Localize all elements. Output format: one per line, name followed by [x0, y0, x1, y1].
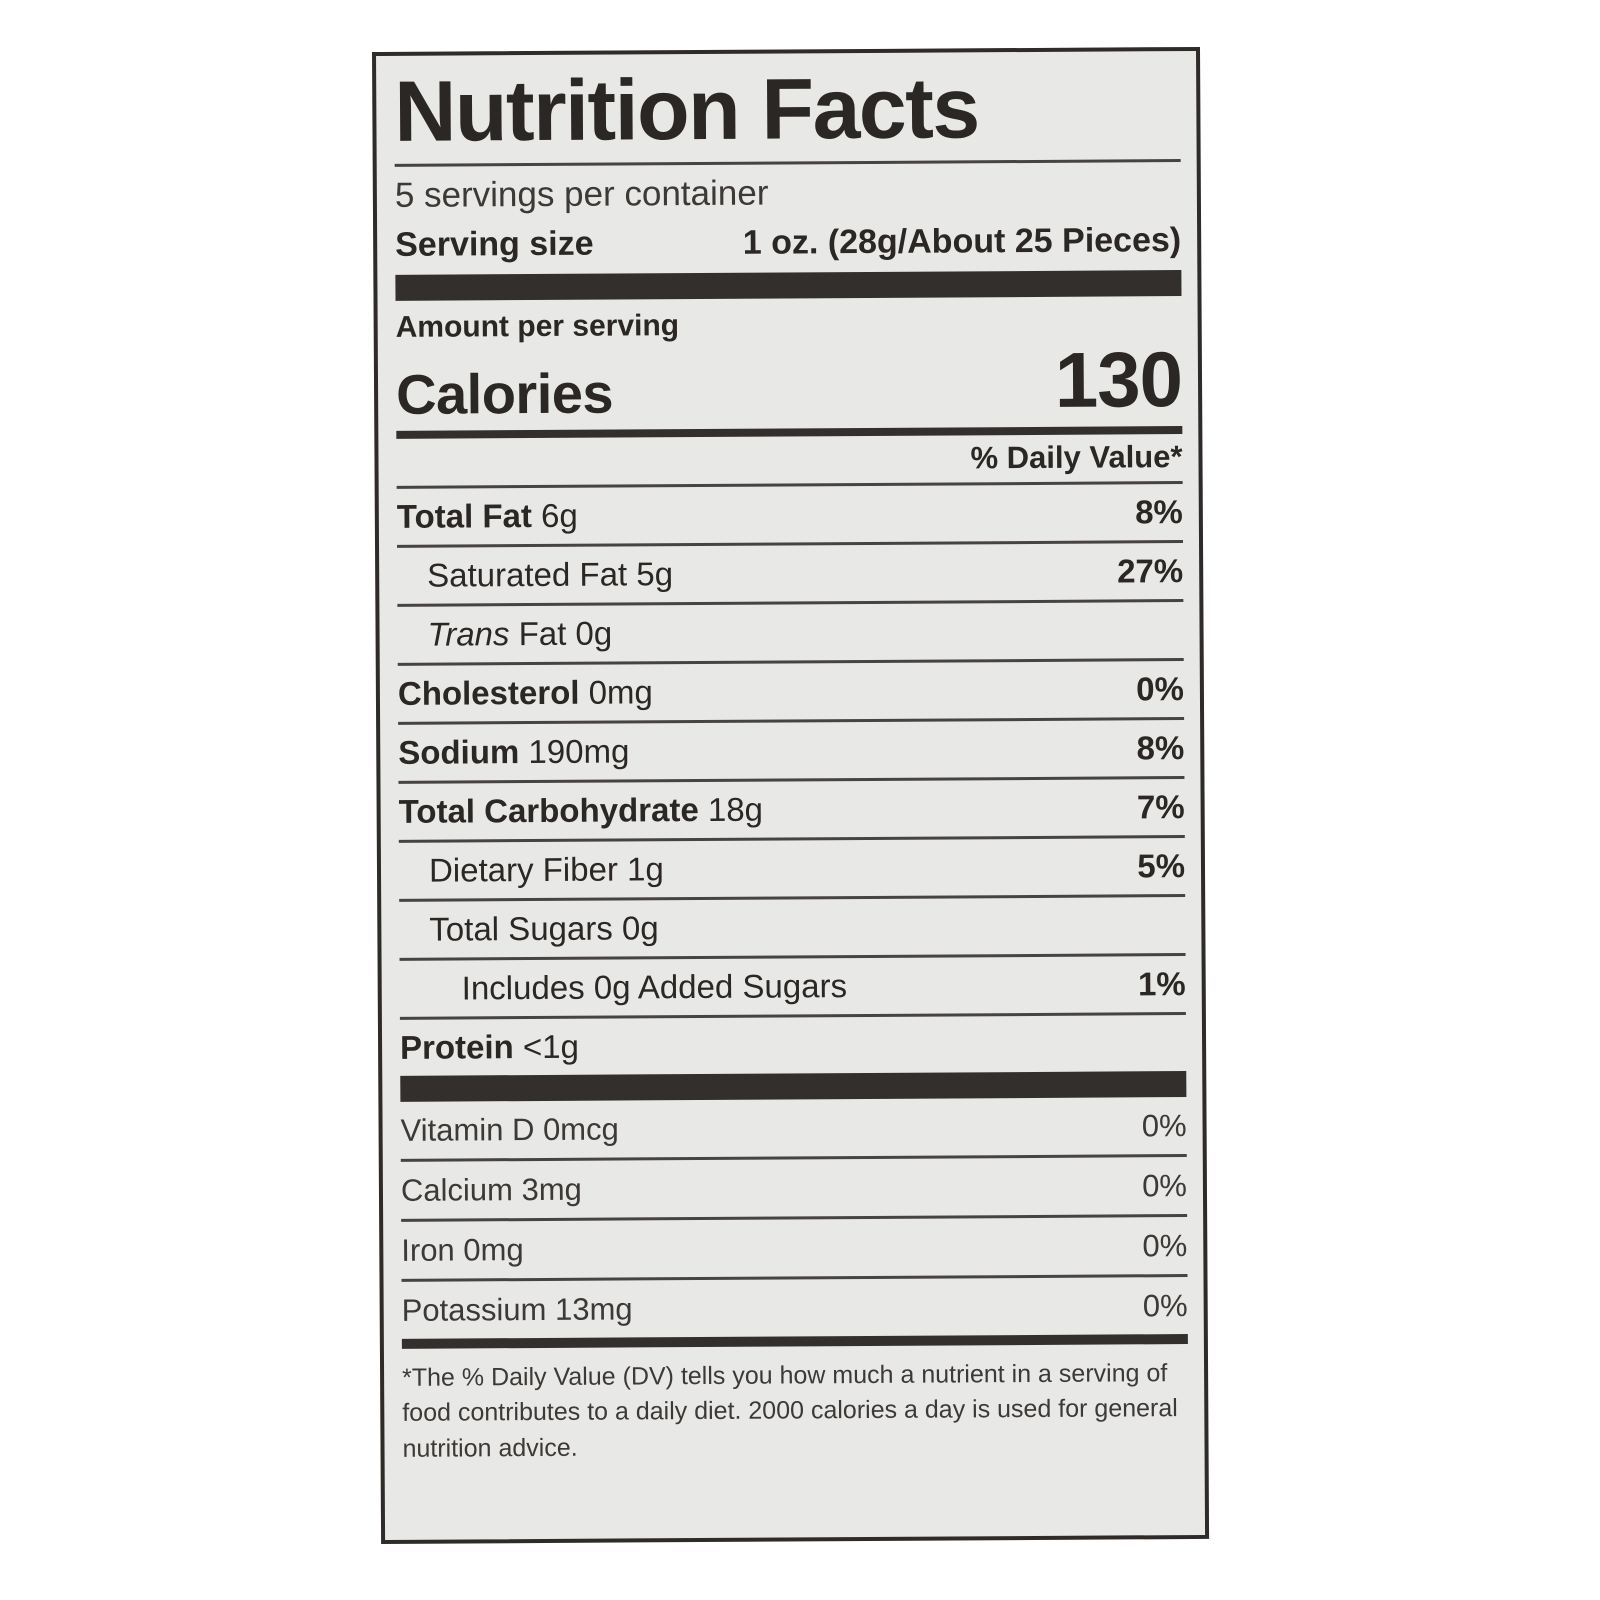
nutrient-name: Saturated Fat — [427, 555, 628, 594]
nutrient-name: Total Sugars — [429, 909, 613, 948]
vitamin-row-vitamin-d: Vitamin D 0mcg 0% — [400, 1097, 1186, 1159]
nutrient-amount: 6g — [540, 497, 578, 535]
page-title: Nutrition Facts — [394, 60, 979, 160]
nutrient-label: Total Carbohydrate 18g — [398, 790, 764, 831]
nutrient-name: Cholesterol — [397, 673, 580, 712]
nutrient-row-total-fat: Total Fat 6g 8% — [397, 484, 1183, 545]
vitamin-name: Potassium 13mg — [401, 1291, 633, 1328]
nutrient-daily-value: 8% — [1136, 729, 1185, 767]
vitamin-row-potassium: Potassium 13mg 0% — [402, 1277, 1188, 1339]
nutrient-daily-value: 5% — [1137, 847, 1186, 885]
nutrient-row-saturated-fat: Saturated Fat 5g 27% — [397, 543, 1183, 604]
nutrient-row-cholesterol: Cholesterol 0mg 0% — [398, 661, 1184, 722]
vitamin-row-calcium: Calcium 3mg 0% — [401, 1157, 1187, 1219]
nutrient-row-sodium: Sodium 190mg 8% — [398, 720, 1184, 781]
nutrient-amount: 5g — [636, 555, 674, 593]
nutrient-row-added-sugars: Includes 0g Added Sugars 1% — [400, 956, 1186, 1017]
daily-value-header: % Daily Value* — [970, 439, 1183, 476]
daily-value-footnote: *The % Daily Value (DV) tells you how mu… — [402, 1358, 1178, 1463]
nutrient-name: Total Fat — [396, 497, 532, 536]
nutrient-amount: Fat 0g — [518, 614, 613, 653]
nutrient-label: Total Fat 6g — [396, 497, 578, 536]
nutrient-label: Trans Fat 0g — [427, 614, 613, 654]
serving-size-row: Serving size 1 oz. (28g/About 25 Pieces) — [395, 217, 1181, 275]
nutrient-label: Protein <1g — [399, 1027, 580, 1067]
nutrient-label: Total Sugars 0g — [429, 909, 659, 948]
nutrient-name: Dietary Fiber — [428, 850, 618, 889]
nutrient-daily-value: 8% — [1135, 493, 1183, 531]
nutrient-amount: <1g — [522, 1027, 580, 1065]
nutrient-name: Sodium — [398, 733, 520, 771]
nutrient-amount: 18g — [707, 790, 764, 828]
nutrient-name: Total Carbohydrate — [398, 791, 699, 830]
nutrient-row-total-sugars: Total Sugars 0g — [399, 897, 1185, 958]
nutrient-row-total-carbohydrate: Total Carbohydrate 18g 7% — [398, 779, 1185, 840]
nutrient-name: Protein — [399, 1027, 514, 1066]
nutrient-name: Includes 0g Added Sugars — [461, 967, 848, 1007]
nutrition-panel-inner: Nutrition Facts 5 servings per container… — [376, 51, 1205, 1540]
nutrient-row-trans-fat: Trans Fat 0g — [397, 602, 1183, 663]
vitamin-daily-value: 0% — [1142, 1167, 1188, 1204]
nutrient-label: Saturated Fat 5g — [427, 555, 674, 594]
nutrient-amount: 1g — [626, 850, 664, 888]
nutrient-daily-value: 1% — [1137, 964, 1186, 1003]
nutrient-name: Trans — [427, 615, 510, 653]
serving-size-value: 1 oz. (28g/About 25 Pieces) — [742, 221, 1182, 263]
vitamin-name: Vitamin D 0mcg — [400, 1111, 619, 1148]
nutrient-daily-value: 27% — [1117, 552, 1184, 590]
servings-per-container: 5 servings per container — [394, 173, 769, 216]
serving-size-label: Serving size — [395, 224, 594, 265]
nutrient-label: Includes 0g Added Sugars — [461, 967, 848, 1007]
nutrient-daily-value: 0% — [1136, 670, 1185, 708]
nutrient-label: Cholesterol 0mg — [397, 673, 653, 713]
nutrient-amount: 0g — [621, 909, 659, 947]
calories-row: Calories 130 — [395, 335, 1183, 431]
nutrient-amount: 0mg — [588, 673, 653, 711]
nutrient-row-protein: Protein <1g — [400, 1015, 1186, 1076]
vitamin-daily-value: 0% — [1142, 1227, 1188, 1264]
vitamin-name: Iron 0mg — [401, 1231, 524, 1268]
calories-label: Calories — [395, 361, 614, 427]
vitamin-daily-value: 0% — [1141, 1107, 1187, 1144]
vitamin-row-iron: Iron 0mg 0% — [401, 1217, 1187, 1279]
vitamin-daily-value: 0% — [1142, 1287, 1188, 1324]
nutrient-amount: 190mg — [528, 732, 630, 771]
nutrient-daily-value: 7% — [1136, 788, 1185, 826]
calories-value: 130 — [1054, 335, 1183, 425]
vitamin-name: Calcium 3mg — [400, 1171, 582, 1208]
nutrient-row-dietary-fiber: Dietary Fiber 1g 5% — [399, 838, 1185, 899]
nutrition-facts-panel: Nutrition Facts 5 servings per container… — [372, 46, 1210, 1544]
nutrient-label: Sodium 190mg — [398, 732, 630, 772]
nutrient-label: Dietary Fiber 1g — [428, 850, 664, 889]
